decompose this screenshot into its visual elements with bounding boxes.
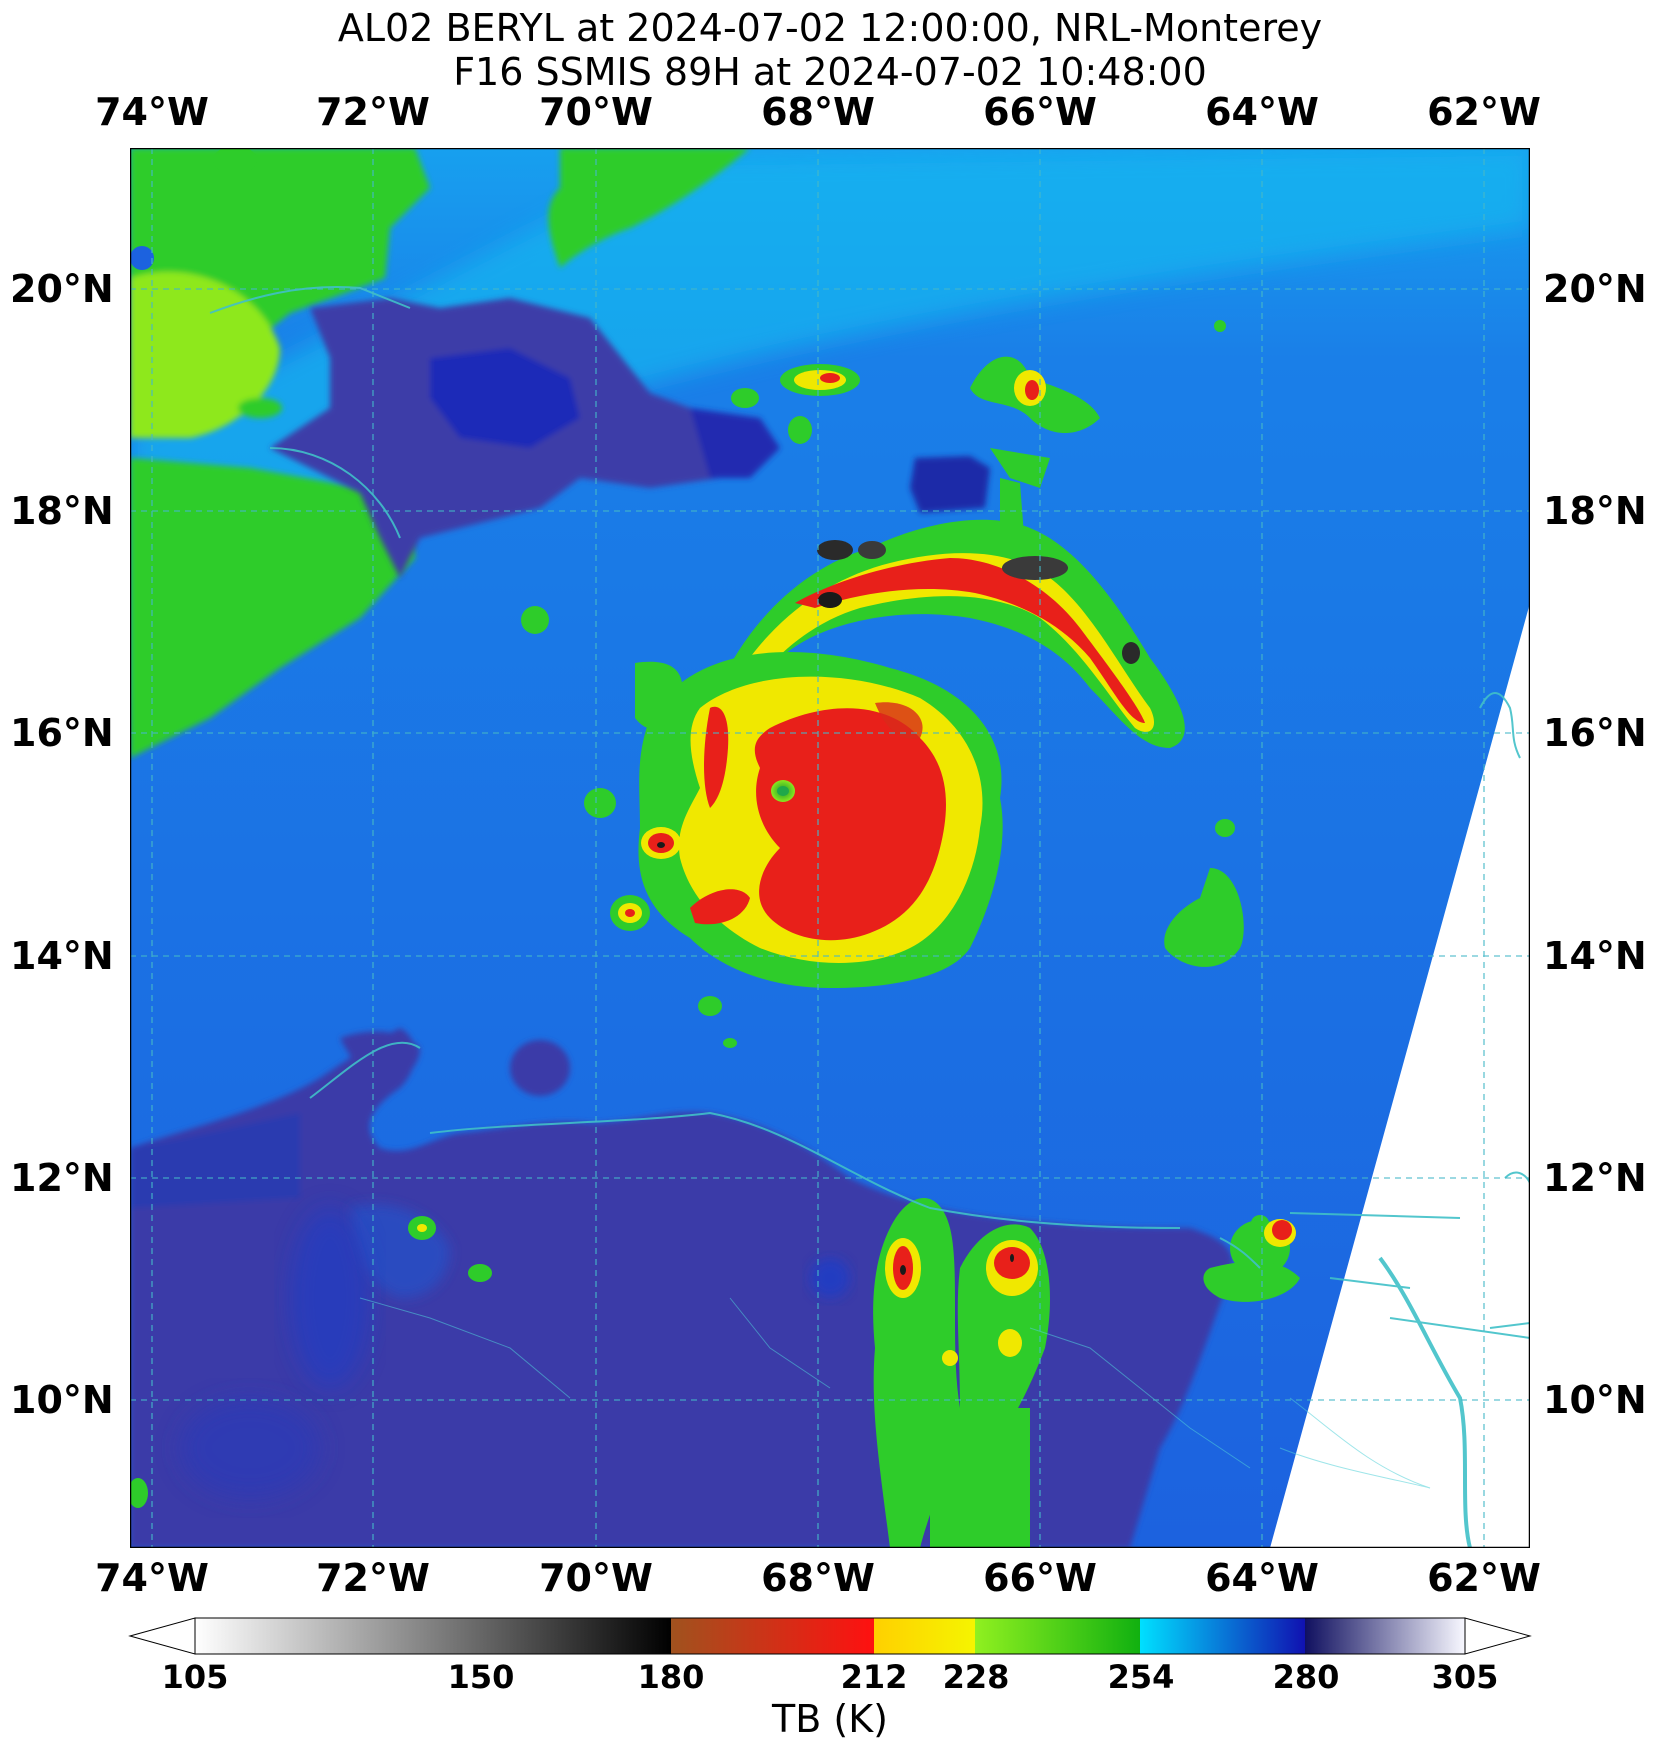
colorbar-tick-150: 150 <box>447 1658 515 1696</box>
storm-core <box>635 652 1003 988</box>
colorbar-tick-180: 180 <box>637 1658 705 1696</box>
coastlines <box>209 286 1530 1548</box>
lat-label-right-18n: 18°N <box>1543 489 1647 533</box>
no-data-region <box>1270 603 1530 1548</box>
lon-label-top-70w: 70°W <box>539 90 653 134</box>
blue-patch <box>180 1398 320 1498</box>
lon-label-bottom-68w: 68°W <box>761 1556 875 1600</box>
colorbar-segment <box>195 1618 672 1654</box>
cuba-land <box>548 148 750 268</box>
lat-label-right-12n: 12°N <box>1543 1156 1647 1200</box>
convective-cells-north <box>521 320 1269 1231</box>
lat-label-left-14n: 14°N <box>10 934 114 978</box>
lat-label-right-14n: 14°N <box>1543 934 1647 978</box>
colorbar-tick-254: 254 <box>1107 1658 1175 1696</box>
lon-label-bottom-66w: 66°W <box>983 1556 1097 1600</box>
colorbar-tick-305: 305 <box>1431 1658 1499 1696</box>
colorbar-segment <box>874 1618 976 1654</box>
small-cloud <box>213 148 257 174</box>
blue-patch <box>810 1258 850 1298</box>
lon-label-top-74w: 74°W <box>95 90 209 134</box>
southern-convection <box>873 1198 1300 1548</box>
colorbar-tick-280: 280 <box>1272 1658 1340 1696</box>
small-cloud <box>130 246 154 270</box>
lon-label-top-72w: 72°W <box>316 90 430 134</box>
cyan-band <box>130 148 1530 708</box>
lon-label-bottom-62w: 62°W <box>1427 1556 1541 1600</box>
colorbar <box>128 1617 1532 1655</box>
lat-label-left-20n: 20°N <box>10 267 114 311</box>
thin-borders <box>359 1297 1431 1489</box>
lon-label-bottom-64w: 64°W <box>1205 1556 1319 1600</box>
satellite-map <box>130 148 1530 1548</box>
outer-rainband <box>710 519 1185 748</box>
hispaniola-land <box>130 148 430 758</box>
map-border <box>130 148 1530 1548</box>
colorbar-segment <box>671 1618 875 1654</box>
colorbar-max-extend <box>1464 1617 1532 1655</box>
blue-patch <box>290 1208 370 1388</box>
lat-label-left-18n: 18°N <box>10 489 114 533</box>
lat-label-right-20n: 20°N <box>1543 267 1647 311</box>
lon-label-top-66w: 66°W <box>983 90 1097 134</box>
lon-label-bottom-74w: 74°W <box>95 1556 209 1600</box>
colorbar-segment <box>1305 1618 1465 1654</box>
lat-label-right-16n: 16°N <box>1543 711 1647 755</box>
lon-label-bottom-70w: 70°W <box>539 1556 653 1600</box>
chart-title: AL02 BERYL at 2024-07-02 12:00:00, NRL-M… <box>337 6 1323 50</box>
convective-cell <box>468 1264 492 1282</box>
colorbar-segment <box>975 1618 1141 1654</box>
colorbar-label: TB (K) <box>772 1697 888 1741</box>
convective-cell <box>130 1478 148 1508</box>
lon-label-top-62w: 62°W <box>1427 90 1541 134</box>
lon-label-bottom-72w: 72°W <box>316 1556 430 1600</box>
lat-label-left-10n: 10°N <box>10 1378 114 1422</box>
colorbar-tick-105: 105 <box>161 1658 229 1696</box>
chart-subtitle: F16 SSMIS 89H at 2024-07-02 10:48:00 <box>453 50 1207 94</box>
puerto-rico-land <box>910 456 990 513</box>
colorbar-segment <box>1140 1618 1306 1654</box>
colorbar-tick-212: 212 <box>840 1658 908 1696</box>
grid-lines <box>130 148 1530 1548</box>
dominican-land <box>270 298 780 578</box>
lat-label-right-10n: 10°N <box>1543 1378 1647 1422</box>
lon-label-top-68w: 68°W <box>761 90 875 134</box>
lat-label-left-16n: 16°N <box>10 711 114 755</box>
lat-label-left-12n: 12°N <box>10 1156 114 1200</box>
colorbar-tick-228: 228 <box>942 1658 1010 1696</box>
lon-label-top-64w: 64°W <box>1205 90 1319 134</box>
colorbar-min-extend <box>128 1617 196 1655</box>
